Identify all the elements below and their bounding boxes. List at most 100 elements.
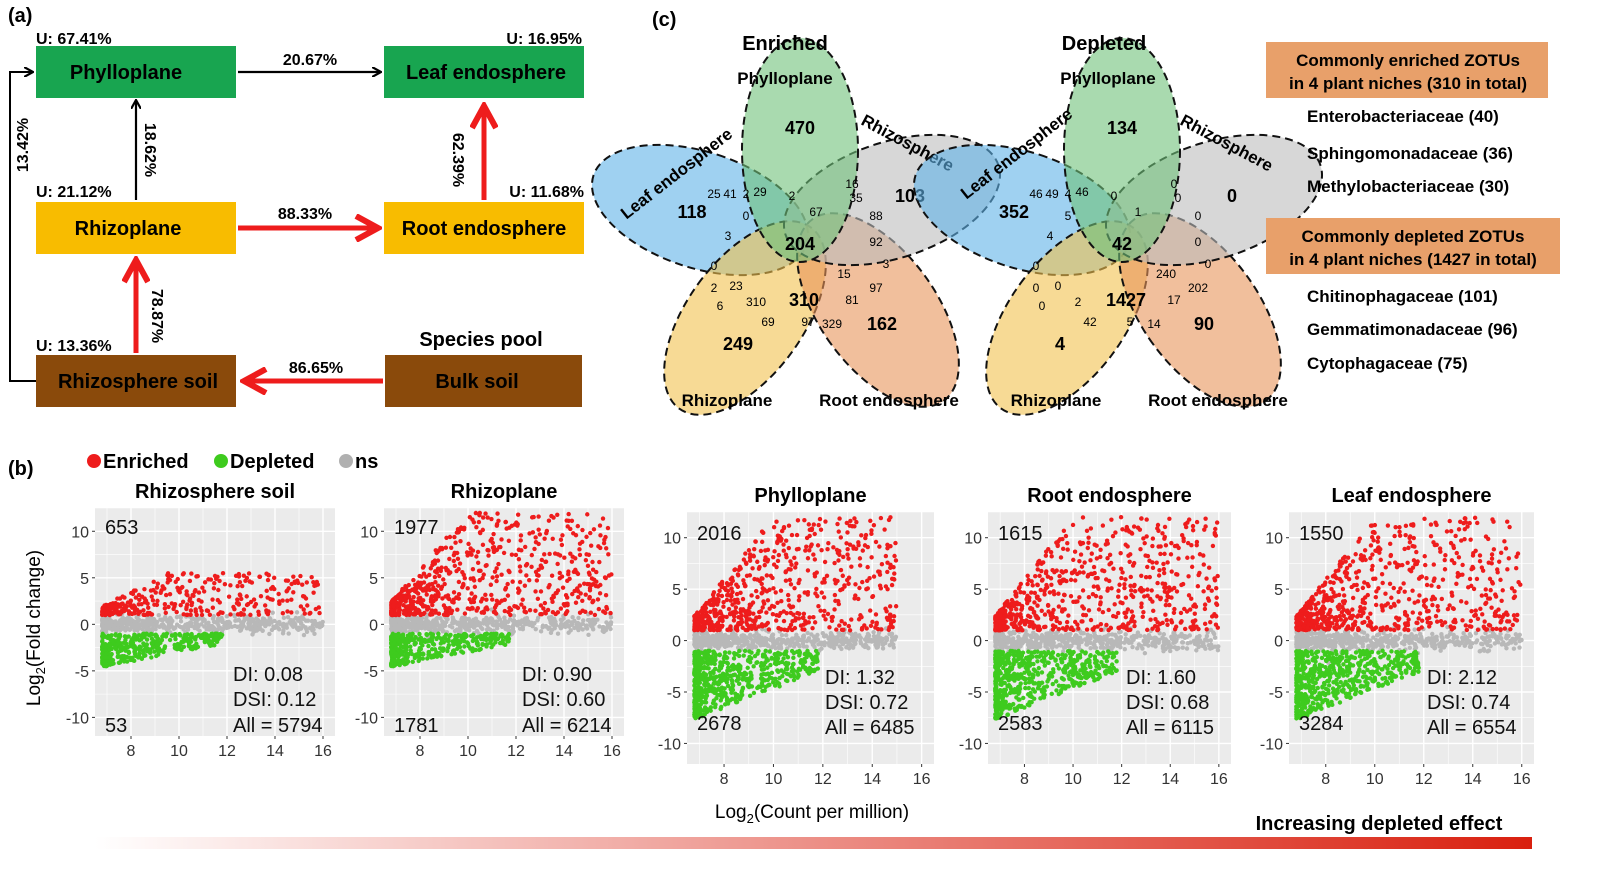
point-enriched <box>523 544 528 550</box>
point-enriched <box>265 595 270 600</box>
point-ns <box>158 617 163 622</box>
point-enriched <box>447 534 453 540</box>
point-enriched <box>802 627 807 632</box>
point-enriched <box>608 610 613 616</box>
point-depleted <box>209 642 215 648</box>
point-enriched <box>527 607 533 613</box>
point-ns <box>419 618 424 624</box>
point-ns <box>804 644 809 649</box>
point-enriched <box>139 594 145 599</box>
point-enriched <box>185 612 190 618</box>
point-depleted <box>759 660 764 666</box>
venn-count: 2 <box>743 187 750 201</box>
point-ns <box>310 623 315 628</box>
point-depleted <box>417 631 422 637</box>
point-depleted <box>711 670 716 676</box>
point-enriched <box>437 573 442 579</box>
point-ns <box>697 642 703 648</box>
point-enriched <box>466 541 471 547</box>
point-enriched <box>226 594 232 599</box>
point-ns <box>515 623 520 628</box>
point-enriched <box>737 564 743 570</box>
point-enriched <box>559 542 565 548</box>
point-enriched <box>823 519 828 524</box>
point-ns <box>129 624 134 629</box>
dsi-label: DSI: 0.60 <box>522 689 605 711</box>
point-enriched <box>533 539 539 545</box>
point-enriched <box>496 518 501 523</box>
point-enriched <box>475 560 481 566</box>
point-ns <box>281 615 287 620</box>
point-depleted <box>103 655 108 660</box>
point-depleted <box>107 643 112 648</box>
point-depleted <box>767 649 773 654</box>
u-rhizosphere-soil: U: 13.36% <box>36 338 112 355</box>
point-enriched <box>192 589 197 594</box>
point-ns <box>278 621 283 627</box>
point-ns <box>566 630 571 635</box>
point-depleted <box>100 644 106 649</box>
point-enriched <box>837 516 842 521</box>
point-enriched <box>751 553 756 558</box>
point-ns <box>834 639 839 644</box>
point-enriched <box>550 536 555 541</box>
point-enriched <box>188 612 193 618</box>
point-enriched <box>850 524 855 529</box>
venn-count: 2 <box>711 281 718 295</box>
venn-count: 46 <box>1075 185 1089 199</box>
point-enriched <box>313 606 319 612</box>
point-depleted <box>694 653 699 659</box>
point-enriched <box>825 611 831 617</box>
point-ns <box>717 634 722 640</box>
point-enriched <box>741 557 747 562</box>
point-enriched <box>781 618 787 624</box>
point-enriched <box>291 574 296 579</box>
point-enriched <box>492 605 498 610</box>
point-enriched <box>536 527 541 532</box>
point-enriched <box>424 592 429 597</box>
point-ns <box>318 622 324 627</box>
x-tick-label: 10 <box>170 743 188 760</box>
point-enriched <box>869 528 874 533</box>
point-depleted <box>429 635 434 640</box>
point-enriched <box>735 573 741 578</box>
point-enriched <box>846 556 851 561</box>
point-enriched <box>763 623 768 628</box>
point-depleted <box>404 647 409 652</box>
venn-count: 0 <box>1175 191 1182 205</box>
point-enriched <box>150 598 156 603</box>
y-tick-label: 5 <box>672 582 681 599</box>
venn-count: 3 <box>883 257 890 271</box>
point-enriched <box>844 520 850 526</box>
point-enriched <box>792 555 797 561</box>
all-label: All = 6485 <box>825 717 915 739</box>
point-ns <box>521 620 527 625</box>
point-enriched <box>841 554 846 560</box>
point-depleted <box>505 638 510 643</box>
point-ns <box>450 625 455 630</box>
venn-count: 0 <box>1195 235 1202 249</box>
point-enriched <box>805 568 811 573</box>
point-enriched <box>537 532 543 537</box>
point-enriched <box>258 594 264 599</box>
point-enriched <box>833 598 838 604</box>
point-depleted <box>126 650 132 656</box>
point-depleted <box>699 699 704 705</box>
point-enriched <box>239 596 244 602</box>
point-depleted <box>153 632 158 637</box>
point-enriched <box>455 556 461 561</box>
point-depleted <box>779 668 784 673</box>
point-ns <box>232 612 237 618</box>
y-tick-label: -10 <box>658 736 681 753</box>
point-ns <box>754 631 759 636</box>
point-enriched <box>590 567 596 572</box>
point-enriched <box>220 610 225 615</box>
point-ns <box>195 626 200 631</box>
venn-count: 0 <box>1227 186 1237 206</box>
point-enriched <box>835 521 840 527</box>
point-enriched <box>732 567 737 573</box>
point-enriched <box>272 586 277 592</box>
point-ns <box>160 622 166 627</box>
arrow-rhizo-root-label: 88.33% <box>278 206 332 223</box>
point-ns <box>879 639 884 644</box>
